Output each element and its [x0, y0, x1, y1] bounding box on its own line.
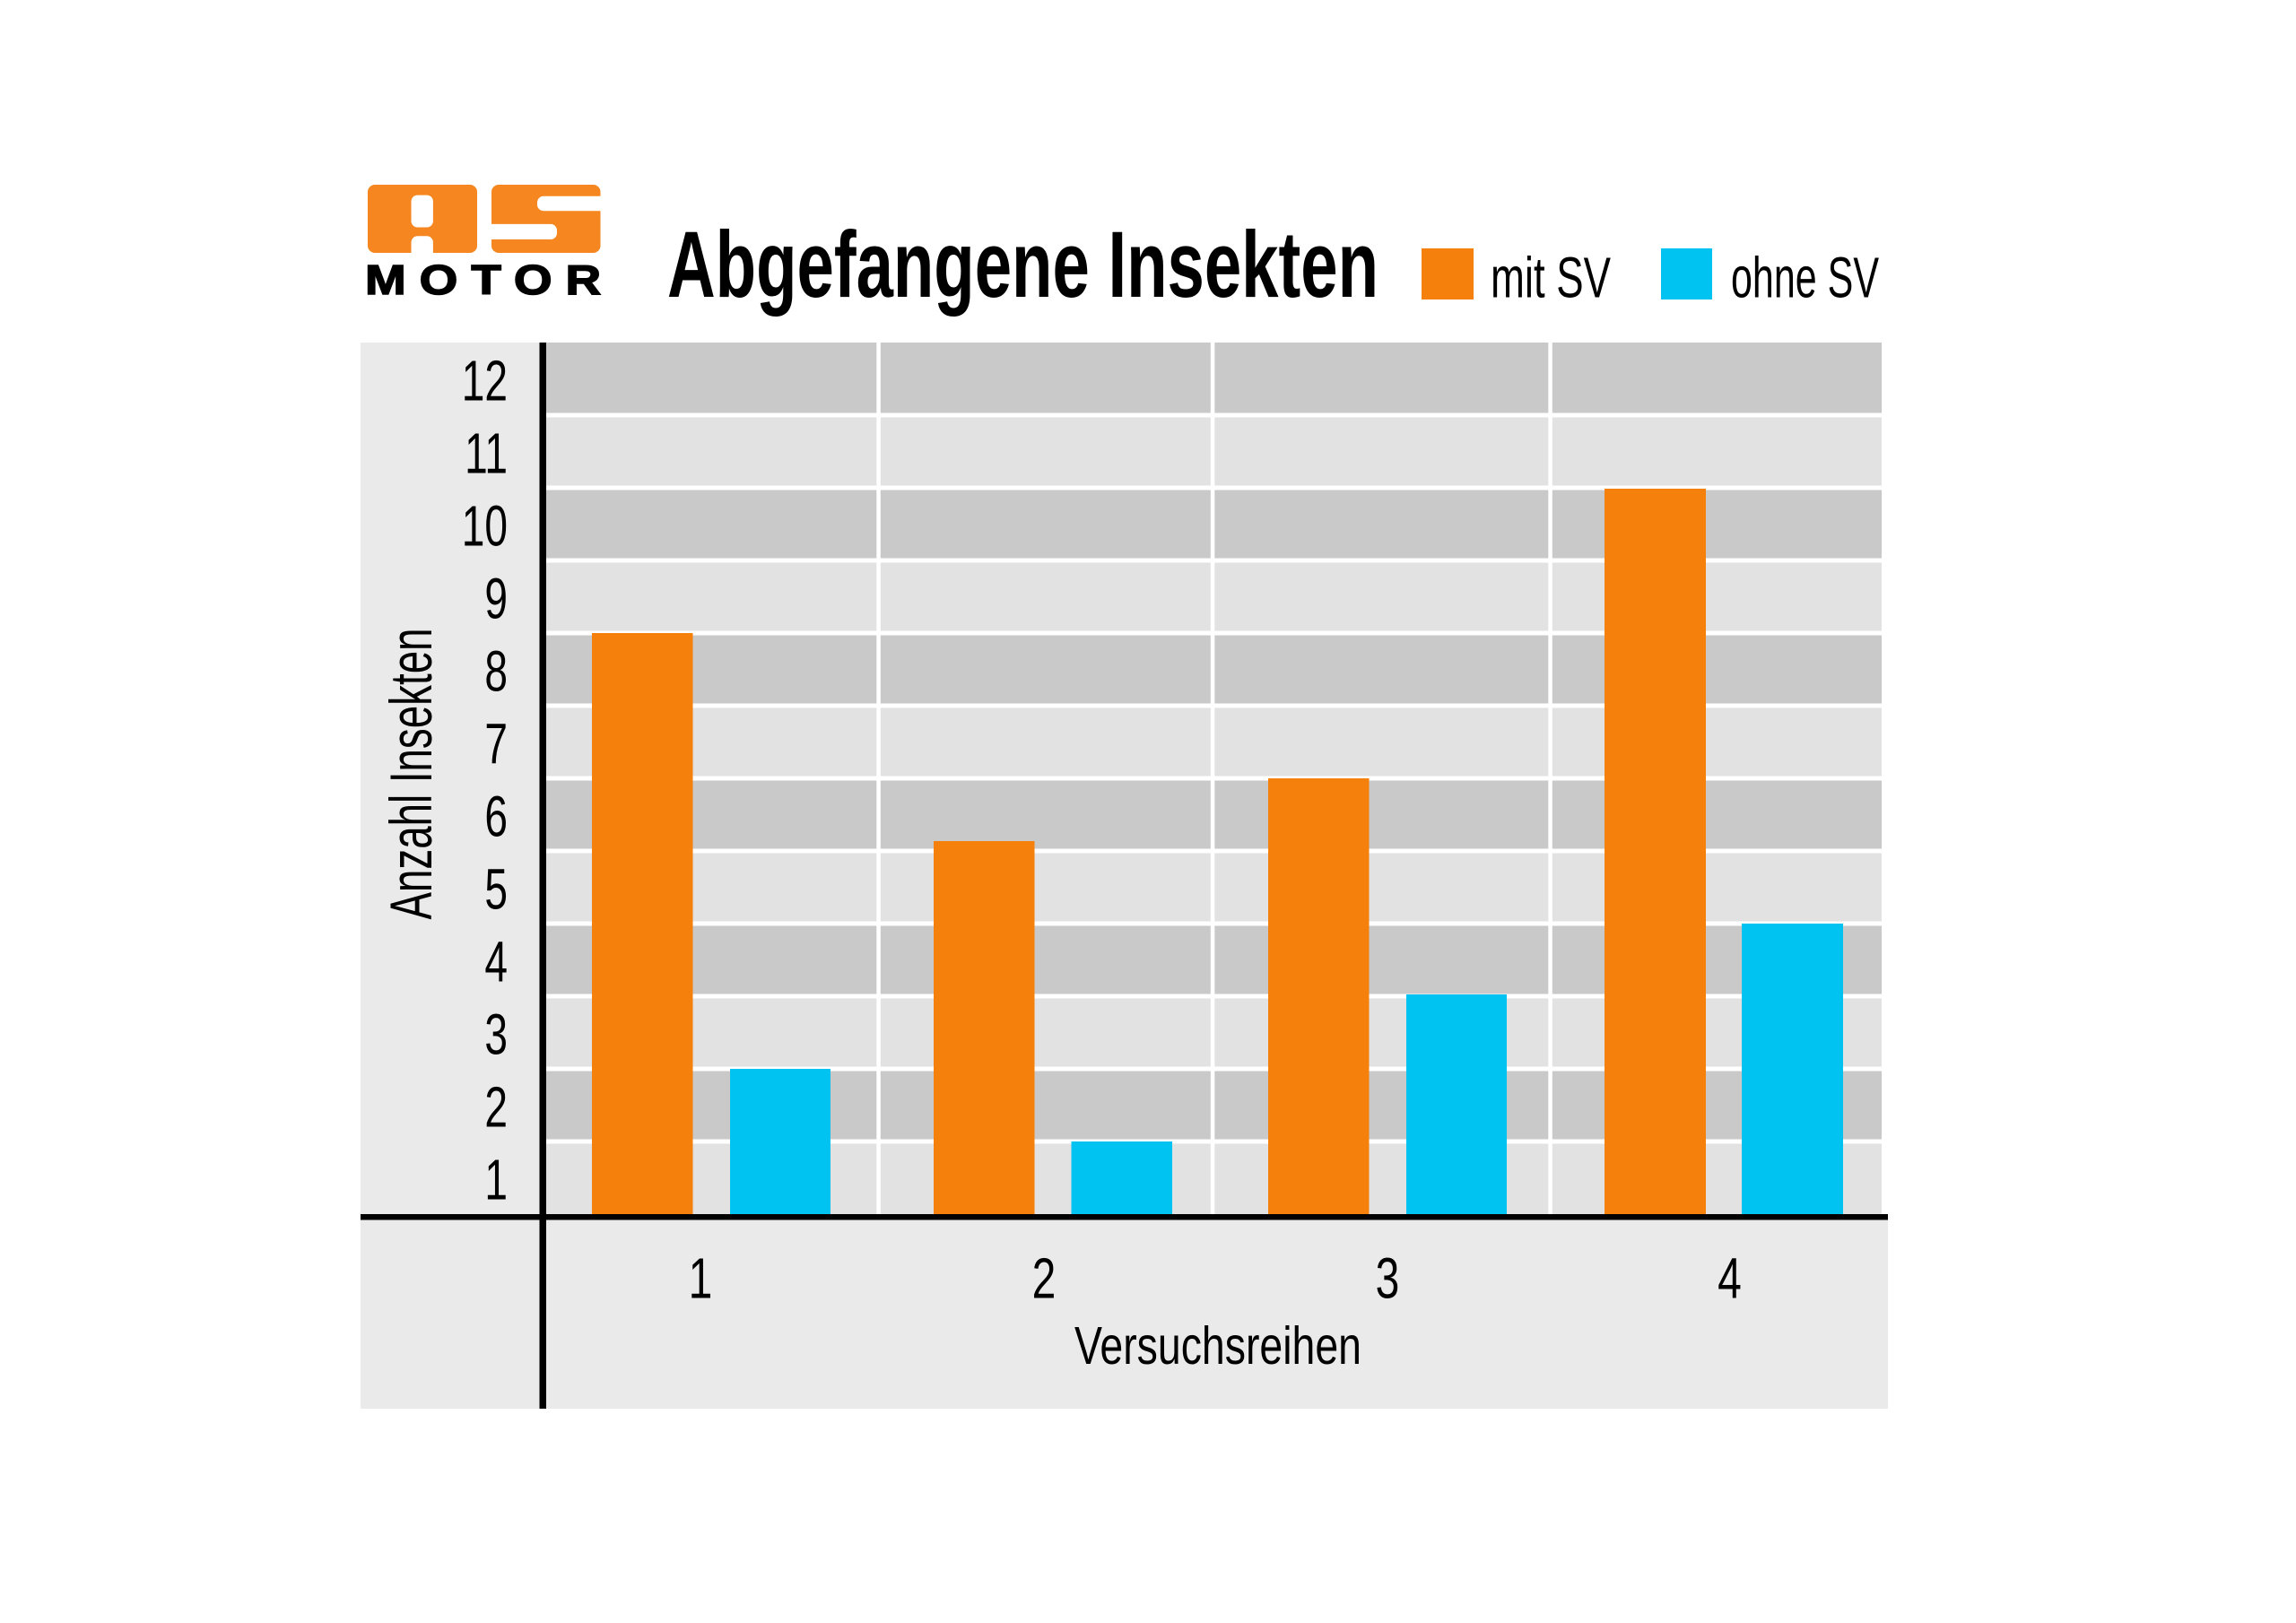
- svg-text:2: 2: [484, 1075, 508, 1139]
- svg-text:6: 6: [484, 785, 508, 848]
- svg-text:mit SV: mit SV: [1491, 246, 1611, 310]
- svg-text:5: 5: [484, 857, 508, 921]
- svg-text:8: 8: [484, 639, 508, 703]
- svg-text:11: 11: [465, 421, 508, 485]
- svg-text:Anzahl Insekten: Anzahl Insekten: [378, 629, 444, 920]
- svg-text:4: 4: [484, 930, 508, 994]
- svg-text:Versuchsreihen: Versuchsreihen: [1074, 1316, 1361, 1376]
- svg-text:4: 4: [1718, 1246, 1742, 1310]
- svg-text:7: 7: [484, 712, 508, 776]
- svg-text:1: 1: [689, 1246, 713, 1310]
- svg-text:Abgefangene Insekten: Abgefangene Insekten: [667, 213, 1378, 317]
- svg-text:2: 2: [1032, 1246, 1057, 1310]
- svg-text:10: 10: [462, 494, 508, 558]
- svg-text:3: 3: [484, 1002, 508, 1066]
- svg-text:MOTOR: MOTOR: [365, 256, 601, 303]
- svg-text:1: 1: [484, 1148, 508, 1211]
- svg-text:12: 12: [462, 349, 508, 412]
- svg-text:3: 3: [1376, 1246, 1400, 1310]
- svg-text:ohne SV: ohne SV: [1731, 246, 1879, 310]
- svg-text:9: 9: [484, 567, 508, 630]
